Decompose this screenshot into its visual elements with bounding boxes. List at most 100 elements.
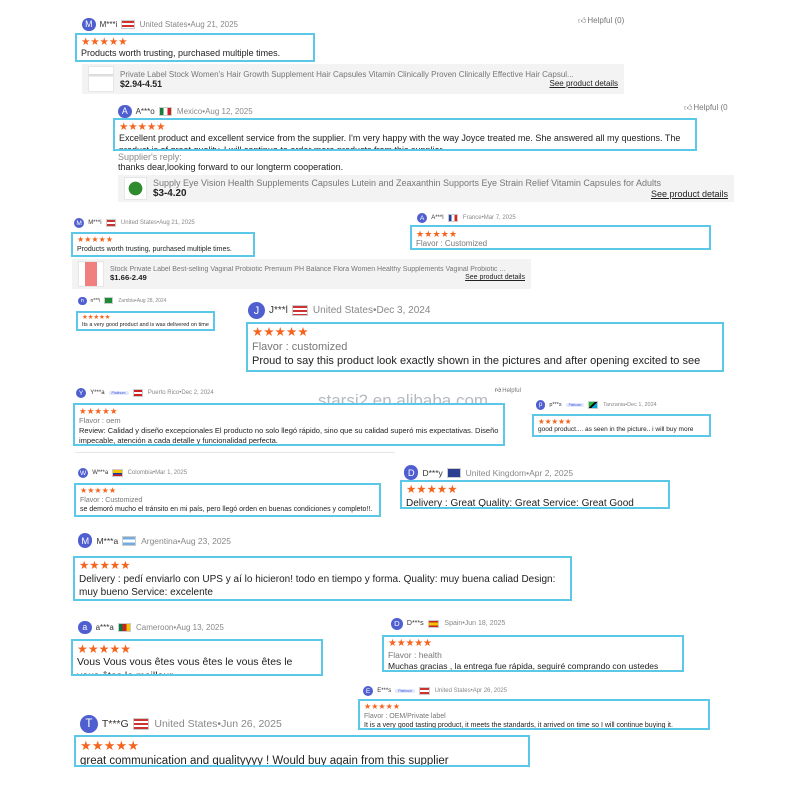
review-header: A A***l France • Mar 7, 2025: [417, 213, 516, 224]
avatar: W: [78, 468, 89, 479]
product-thumbnail: [124, 177, 147, 200]
review-header: T T***G United States • Jun 26, 2025: [80, 714, 282, 733]
reviewer-name: E***s: [377, 688, 392, 695]
separator-dot: •: [470, 688, 473, 695]
reviewer-name: A***o: [135, 106, 155, 116]
country-flag-icon: [117, 622, 132, 633]
star-rating: ★★★★★: [406, 484, 458, 496]
avatar: M: [74, 218, 85, 229]
country-flag-icon: [105, 219, 116, 228]
country-flag-icon: [427, 619, 440, 629]
see-product-details-link[interactable]: See product details: [465, 274, 525, 281]
product-price: $1.66-2.49: [110, 273, 147, 282]
review-header: M M***i United States • Aug 21, 2025: [82, 17, 239, 32]
review-header: a a***a Cameroon • Aug 13, 2025: [78, 620, 224, 635]
see-product-details-link[interactable]: See product details: [650, 188, 728, 199]
platinum-badge: Platinum: [395, 689, 416, 694]
flavor-label: Flavor : Customized: [80, 496, 143, 504]
flavor-label: Flavor : customized: [252, 340, 348, 353]
reviewer-name: M***i: [99, 19, 118, 29]
review-header: M M***a Argentina • Aug 23, 2025: [78, 533, 231, 548]
star-rating: ★★★★★: [81, 37, 128, 48]
review-date: Apr 2, 2025: [529, 467, 574, 478]
supplier-reply-text: thanks dear,looking forward to our longt…: [118, 162, 344, 173]
review-header: W W***a Colombia • Mar 1, 2025: [78, 468, 187, 479]
separator-dot: •: [173, 622, 177, 632]
star-rating: ★★★★★: [79, 406, 118, 416]
star-rating: ★★★★★: [79, 560, 131, 572]
review-content: ★★★★★ great communication and qualityyyy …: [74, 735, 530, 767]
reviewer-country: Puerto Rico: [147, 390, 180, 397]
product-row: $3-4.20 See product details: [153, 188, 728, 199]
product-card[interactable]: Private Label Stock Women's Hair Growth …: [82, 64, 624, 94]
reviewer-country: United States: [139, 19, 188, 29]
separator-dot: •: [217, 717, 222, 730]
avatar: M: [82, 17, 96, 32]
separator-dot: •: [134, 297, 137, 304]
review-header: M M***i United States • Aug 21, 2025: [74, 218, 195, 229]
reviewer-name: M***a: [96, 535, 119, 546]
supplier-reply-label: Supplier's reply:: [118, 152, 182, 162]
reviewer-name: a***a: [95, 622, 114, 632]
star-rating: ★★★★★: [82, 314, 111, 321]
separator-dot: •: [202, 106, 206, 116]
product-title[interactable]: Stock Private Label Best-selling Vaginal…: [110, 266, 506, 273]
star-rating: ★★★★★: [538, 417, 572, 426]
review-content: ★★★★★ Excellent product and excellent ser…: [113, 118, 697, 151]
review-text: Muchas gracias , la entrega fue rápida, …: [388, 660, 659, 671]
country-flag-icon: [122, 535, 137, 546]
review-text: great communication and qualityyyy ! Wou…: [80, 754, 449, 767]
avatar: J: [248, 302, 265, 319]
avatar: D: [404, 465, 419, 480]
reviewer-country: United States: [312, 305, 373, 316]
reviewer-country: United States: [154, 717, 218, 730]
separator-dot: •: [179, 390, 182, 397]
avatar: a: [78, 620, 92, 635]
reviewer-country: Zambia: [118, 297, 135, 304]
flavor-label: Flavor : Customized: [416, 239, 488, 249]
country-flag-icon: [104, 297, 114, 305]
product-card[interactable]: Stock Private Label Best-selling Vaginal…: [72, 259, 531, 289]
review-header: D D***s Spain • Jun 18, 2025: [391, 617, 506, 630]
review-date: Jun 26, 2025: [221, 717, 282, 730]
review-date: Aug 13, 2025: [176, 622, 224, 632]
country-flag-icon: [291, 304, 308, 317]
supplier-reply: Supplier's reply: thanks dear,looking for…: [118, 152, 343, 173]
helpful-button[interactable]: 👍︎Helpful (0: [684, 103, 728, 113]
product-title[interactable]: Supply Eye Vision Health Supplements Cap…: [153, 178, 661, 188]
product-title[interactable]: Private Label Stock Women's Hair Growth …: [120, 69, 574, 79]
review-header: Y Y***a Platinum Puerto Rico • Dec 2, 2024: [76, 388, 214, 399]
platinum-badge: Platinum: [108, 391, 129, 396]
see-product-details-link[interactable]: See product details: [549, 79, 619, 88]
reviewer-name: D***y: [422, 467, 443, 478]
reviewer-name: T***G: [101, 717, 129, 730]
avatar: A: [118, 104, 132, 119]
reviewer-country: Spain: [444, 620, 463, 628]
country-flag-icon: [446, 467, 461, 478]
country-flag-icon: [419, 687, 430, 696]
review-text: Vous Vous vous êtes vous êtes le vous êt…: [77, 656, 293, 676]
review-date: Aug 21, 2025: [190, 19, 239, 29]
star-rating: ★★★★★: [364, 702, 401, 711]
reviewer-country: Tanzania: [603, 402, 626, 409]
product-price: $3-4.20: [153, 188, 187, 199]
star-rating: ★★★★★: [77, 642, 132, 656]
avatar: D: [391, 617, 403, 630]
avatar: M: [78, 533, 93, 548]
reviewer-country: France: [462, 215, 482, 222]
review-text: Products worth trusting, purchased multi…: [77, 245, 232, 253]
avatar: A: [417, 213, 428, 224]
helpful-button[interactable]: 👍︎Helpful (0): [578, 16, 624, 26]
reviewer-country: Mexico: [176, 106, 203, 116]
helpful-button[interactable]: 👍︎Helpful: [495, 386, 521, 394]
star-rating: ★★★★★: [252, 325, 309, 339]
helpful-label: Helpful (0): [587, 16, 625, 25]
reviewer-name: p***s: [549, 402, 562, 409]
review-header: D D***y United Kingdom • Apr 2, 2025: [404, 465, 574, 480]
flavor-label: Flavor : oem: [79, 416, 121, 426]
reviewer-name: M***i: [88, 220, 102, 227]
star-rating: ★★★★★: [416, 229, 458, 239]
review-date: Jun 18, 2025: [464, 620, 506, 628]
product-card[interactable]: Supply Eye Vision Health Supplements Cap…: [118, 175, 734, 202]
product-info: Supply Eye Vision Health Supplements Cap…: [153, 178, 728, 199]
